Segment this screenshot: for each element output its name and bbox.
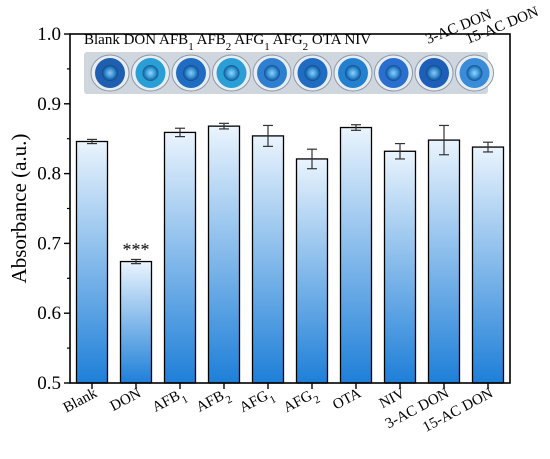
plate-well-highlight [102, 65, 118, 81]
x-category-label: DON [108, 385, 144, 414]
x-category-label: AFB2 [194, 385, 234, 420]
y-tick-label: 1.0 [37, 24, 61, 45]
bar [295, 158, 329, 384]
bar [207, 125, 241, 384]
error-bar [395, 142, 405, 160]
plate-well-highlight [304, 65, 321, 81]
bar [339, 126, 373, 384]
plate-well-highlight [142, 65, 159, 81]
y-tick-label: 0.6 [37, 303, 61, 324]
error-bar [351, 124, 361, 131]
plate-well-highlight [466, 65, 483, 81]
bar [119, 260, 153, 384]
x-category-label: OTA [330, 385, 364, 413]
bar [383, 150, 417, 384]
plate-well-highlight [223, 65, 240, 81]
plate-well-highlight [426, 65, 442, 81]
significance-annotation: *** [123, 239, 150, 259]
error-bar [175, 127, 185, 138]
plate-well-highlight [264, 65, 280, 81]
y-tick-label: 0.7 [37, 233, 61, 254]
bar [75, 140, 109, 384]
y-tick-label: 0.5 [37, 373, 61, 394]
bar [163, 131, 197, 384]
x-category-label: Blank [61, 385, 101, 416]
x-category-label: AFB1 [150, 385, 190, 420]
bar [427, 139, 461, 384]
error-bar [87, 138, 97, 145]
error-bar [307, 148, 317, 170]
bar [471, 146, 505, 384]
plate-well-highlight [183, 65, 199, 81]
inset-sample-labels: Blank DON AFB1 AFB2 AFG1 AFG2 OTA NIV [84, 32, 371, 53]
error-bar [483, 141, 493, 153]
error-bar [439, 124, 449, 156]
y-axis-title: Absorbance (a.u.) [7, 134, 31, 284]
x-category-label: AFG1 [237, 385, 278, 420]
bar [251, 135, 285, 384]
error-bar [219, 122, 229, 130]
plate-well-highlight [385, 65, 402, 81]
y-tick-label: 0.9 [37, 94, 61, 115]
bars: *** [75, 122, 505, 384]
plate-well-highlight [345, 65, 361, 81]
plate-photo-inset: Blank DON AFB1 AFB2 AFG1 AFG2 OTA NIV 3-A… [84, 4, 541, 94]
y-tick-label: 0.8 [37, 164, 61, 185]
error-bar [131, 258, 141, 265]
error-bar [263, 124, 273, 147]
x-category-label: AFG2 [281, 385, 322, 420]
